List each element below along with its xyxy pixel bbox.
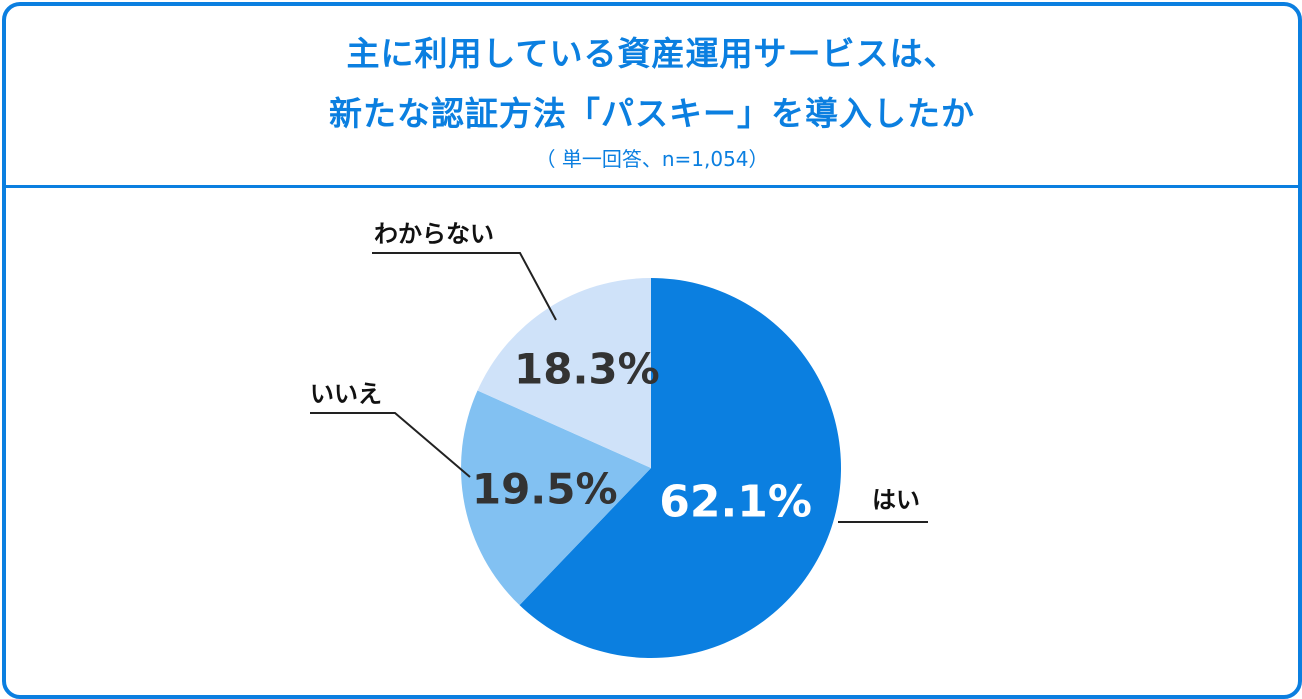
chart-subtitle: （ 単一回答、n=1,054）	[535, 147, 769, 171]
header-divider	[6, 185, 1298, 188]
value-label-yes: 62.1%	[659, 477, 812, 528]
pie-slices	[461, 278, 842, 658]
pie-labels: 62.1% はい 19.5% いいえ 18.3% わからない	[310, 220, 928, 528]
chart-title-line2: 新たな認証方法「パスキー」を導入したか	[329, 94, 975, 133]
category-label-yes: はい	[872, 486, 920, 514]
category-label-no: いいえ	[310, 380, 382, 408]
pie-slice-no	[461, 390, 651, 606]
chart-header: 主に利用している資産運用サービスは、 新たな認証方法「パスキー」を導入したか （…	[6, 6, 1298, 186]
chart-title-line1: 主に利用している資産運用サービスは、	[346, 34, 958, 73]
pie-slice-unknown	[477, 278, 651, 468]
leader-line-no	[310, 412, 471, 478]
category-label-unknown: わからない	[374, 220, 494, 248]
value-label-no: 19.5%	[472, 464, 618, 513]
leader-line-unknown	[372, 252, 557, 321]
pie-slice-yes	[519, 278, 842, 658]
value-label-unknown: 18.3%	[514, 345, 660, 394]
